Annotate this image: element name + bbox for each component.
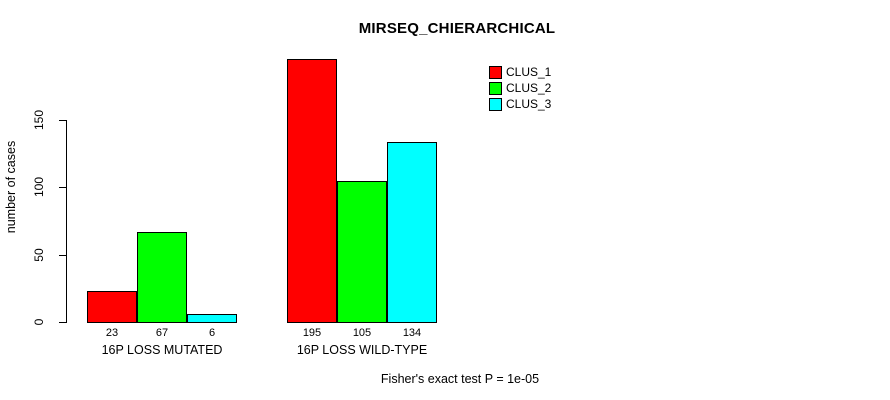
bar-clus_2-group2 bbox=[337, 181, 387, 323]
bar-value-label: 23 bbox=[105, 327, 119, 339]
bar-clus_3-group1 bbox=[187, 314, 237, 323]
legend-swatch-clus_3 bbox=[489, 98, 502, 111]
chart-title: MIRSEQ_CHIERARCHICAL bbox=[358, 20, 556, 37]
y-tick-label: 0 bbox=[32, 318, 46, 326]
y-axis-line bbox=[66, 120, 67, 323]
x-group-label: 16P LOSS MUTATED bbox=[101, 343, 223, 357]
bar-clus_1-group1 bbox=[87, 291, 137, 323]
y-tick-label: 50 bbox=[32, 248, 46, 262]
legend-label: CLUS_1 bbox=[506, 65, 552, 79]
bar-value-label: 67 bbox=[155, 327, 169, 339]
bar-clus_3-group2 bbox=[387, 142, 437, 323]
fisher-test-annotation: Fisher's exact test P = 1e-05 bbox=[380, 372, 540, 386]
y-axis-tick bbox=[59, 322, 66, 323]
x-group-label: 16P LOSS WILD-TYPE bbox=[296, 343, 428, 357]
bar-clus_1-group2 bbox=[287, 59, 337, 323]
y-tick-label: 100 bbox=[32, 176, 46, 198]
legend-label: CLUS_2 bbox=[506, 81, 552, 95]
y-axis-tick bbox=[59, 255, 66, 256]
y-axis-tick bbox=[59, 187, 66, 188]
y-axis-tick bbox=[59, 120, 66, 121]
bar-value-label: 134 bbox=[402, 327, 422, 339]
y-axis-label: number of cases bbox=[4, 140, 18, 234]
legend-label: CLUS_3 bbox=[506, 97, 552, 111]
bar-value-label: 105 bbox=[352, 327, 372, 339]
bar-value-label: 6 bbox=[208, 327, 216, 339]
bar-value-label: 195 bbox=[302, 327, 322, 339]
legend-swatch-clus_2 bbox=[489, 82, 502, 95]
bar-clus_2-group1 bbox=[137, 232, 187, 323]
y-tick-label: 150 bbox=[32, 109, 46, 131]
legend-swatch-clus_1 bbox=[489, 66, 502, 79]
